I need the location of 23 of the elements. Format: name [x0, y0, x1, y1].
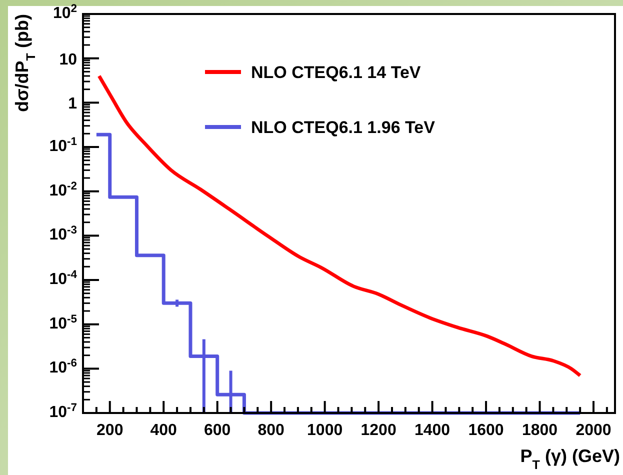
- x-tick-label: 1600: [468, 422, 504, 439]
- y-tick-label: 10$^{-2}$: [49, 180, 77, 200]
- x-tick-label: 600: [204, 422, 231, 439]
- x-tick-label: 800: [258, 422, 285, 439]
- y-tick-label: 10$^{-4}$: [49, 269, 78, 288]
- x-tick-label: 2000: [576, 422, 612, 439]
- x-tick-label: 1000: [307, 422, 343, 439]
- x-axis-title: P$_{T}$ (γ) (GeV): [520, 446, 620, 472]
- y-tick-label: 10$^{-3}$: [49, 224, 77, 244]
- x-tick-label: 400: [150, 422, 178, 439]
- y-tick-label: 10$^{-5}$: [49, 313, 77, 332]
- y-tick-label: 10$^{-1}$: [49, 136, 77, 155]
- y-tick-label: 10$^{2}$: [52, 3, 77, 22]
- x-tick-label: 1200: [360, 422, 396, 439]
- y-tick-label: 1: [68, 96, 78, 113]
- legend-label: NLO CTEQ6.1 1.96 TeV: [251, 118, 436, 137]
- y-tick-label: 10: [59, 51, 78, 68]
- x-tick-label: 200: [96, 422, 124, 439]
- y-tick-label: 10$^{-6}$: [49, 358, 77, 377]
- x-tick-label: 1400: [414, 422, 450, 439]
- legend-label: NLO CTEQ6.1 14 TeV: [251, 63, 422, 82]
- x-tick-label: 1800: [522, 422, 558, 439]
- y-tick-label: 10$^{-7}$: [49, 402, 77, 421]
